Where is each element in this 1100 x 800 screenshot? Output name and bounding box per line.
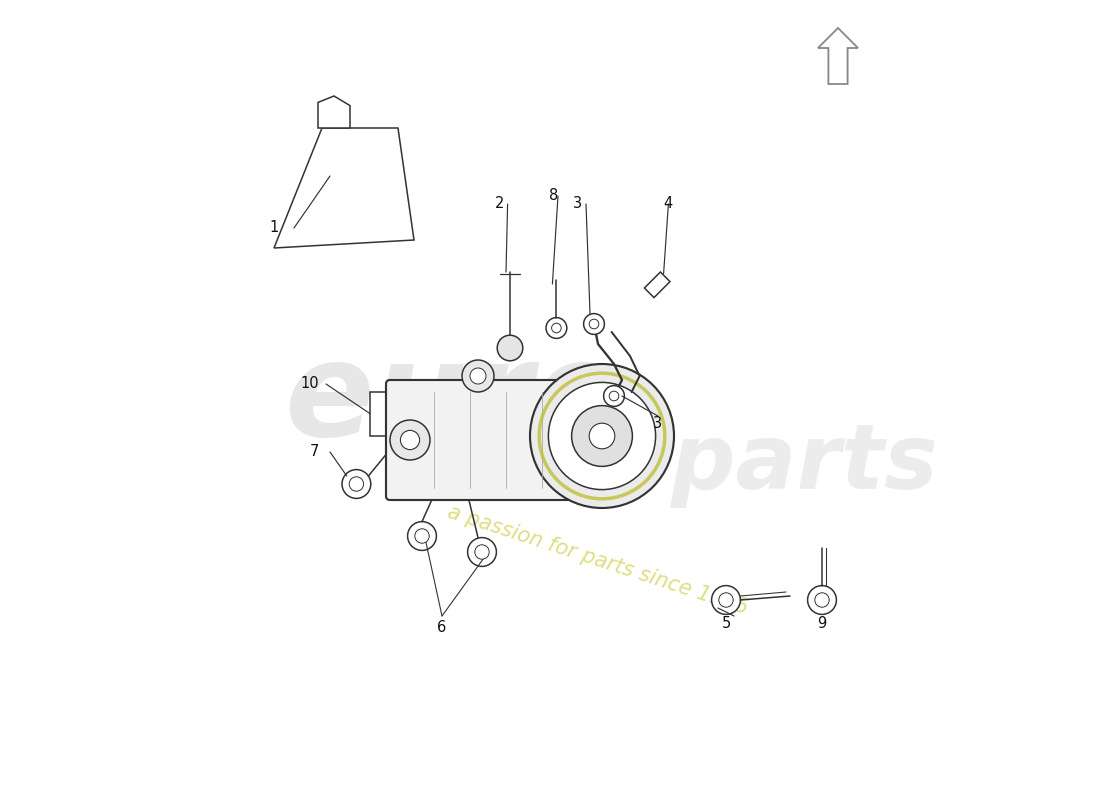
Circle shape [590,423,615,449]
Circle shape [475,545,490,559]
Polygon shape [645,272,670,298]
Circle shape [462,360,494,392]
Circle shape [546,318,566,338]
Circle shape [549,382,656,490]
Text: euro: euro [285,337,624,463]
Polygon shape [274,128,414,248]
Text: 1: 1 [270,221,278,235]
Circle shape [604,386,625,406]
Text: 4: 4 [663,197,673,211]
Text: 3: 3 [653,417,662,431]
Text: 9: 9 [817,617,826,631]
Circle shape [815,593,829,607]
FancyBboxPatch shape [386,380,602,500]
Polygon shape [318,96,350,128]
Circle shape [408,522,437,550]
Circle shape [497,335,522,361]
Text: 10: 10 [300,377,319,391]
Circle shape [584,314,604,334]
Circle shape [718,593,734,607]
Circle shape [551,323,561,333]
Circle shape [572,406,632,466]
Polygon shape [818,28,858,84]
Polygon shape [370,392,399,436]
Circle shape [415,529,429,543]
Circle shape [349,477,364,491]
Circle shape [470,368,486,384]
Circle shape [468,538,496,566]
Text: 7: 7 [309,445,319,459]
Text: 5: 5 [722,617,730,631]
Circle shape [609,391,619,401]
Text: 6: 6 [438,621,447,635]
Circle shape [712,586,740,614]
Text: a passion for parts since 1985: a passion for parts since 1985 [446,502,751,618]
Text: 3: 3 [573,197,583,211]
Circle shape [390,420,430,460]
Circle shape [342,470,371,498]
Text: 2: 2 [495,197,504,211]
Circle shape [400,430,419,450]
Circle shape [807,586,836,614]
Text: 8: 8 [549,189,559,203]
Text: carparts: carparts [513,420,939,508]
Circle shape [530,364,674,508]
Circle shape [590,319,598,329]
